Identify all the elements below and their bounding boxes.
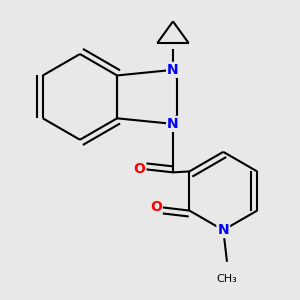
Text: O: O: [150, 200, 162, 214]
Text: N: N: [167, 63, 179, 77]
Text: N: N: [218, 223, 229, 237]
Text: O: O: [134, 162, 146, 176]
Text: CH₃: CH₃: [217, 274, 237, 284]
Text: N: N: [167, 117, 179, 131]
